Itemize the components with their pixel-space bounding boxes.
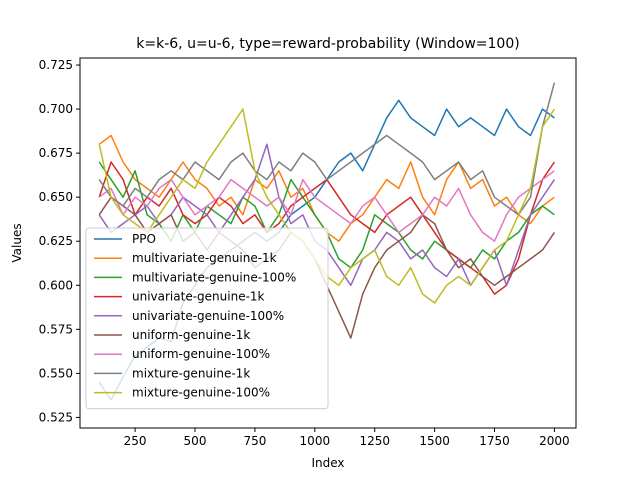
legend-label: mixture-genuine-100% bbox=[132, 386, 270, 400]
x-tick-label: 500 bbox=[184, 434, 207, 448]
legend-label: multivariate-genuine-100% bbox=[132, 270, 296, 284]
legend-label: uniform-genuine-1k bbox=[132, 328, 250, 342]
chart-title: k=k-6, u=u-6, type=reward-probability (W… bbox=[136, 36, 519, 52]
legend-label: mixture-genuine-1k bbox=[132, 366, 250, 380]
legend-label: uniform-genuine-100% bbox=[132, 347, 270, 361]
y-tick-label: 0.725 bbox=[39, 58, 73, 72]
x-axis: 250 500 750 1000 1250 1500 1750 2000 bbox=[124, 428, 570, 448]
x-tick-label: 2000 bbox=[539, 434, 570, 448]
axes-frame bbox=[79, 57, 577, 429]
y-tick-label: 0.600 bbox=[39, 278, 73, 292]
y-tick-label: 0.700 bbox=[39, 102, 73, 116]
y-tick-label: 0.525 bbox=[39, 410, 73, 424]
x-tick-label: 1750 bbox=[479, 434, 510, 448]
x-axis-label: Index bbox=[311, 456, 344, 470]
legend-label: PPO bbox=[132, 232, 156, 246]
y-tick-label: 0.550 bbox=[39, 366, 73, 380]
legend-label: univariate-genuine-100% bbox=[132, 309, 284, 323]
y-tick-label: 0.650 bbox=[39, 190, 73, 204]
x-tick-label: 1250 bbox=[359, 434, 390, 448]
x-tick-label: 1000 bbox=[300, 434, 331, 448]
legend-label: univariate-genuine-1k bbox=[132, 290, 265, 304]
legend-label: multivariate-genuine-1k bbox=[132, 251, 277, 265]
series-line-6 bbox=[98, 170, 555, 242]
series-line-7 bbox=[98, 82, 556, 216]
y-tick-label: 0.625 bbox=[39, 234, 73, 248]
x-tick-label: 1500 bbox=[419, 434, 450, 448]
y-axis-label: Values bbox=[10, 223, 24, 262]
legend-box bbox=[85, 227, 329, 410]
y-axis: 0.525 0.550 0.575 0.600 0.625 0.650 0.675 0.700… bbox=[39, 58, 80, 424]
x-tick-label: 750 bbox=[243, 434, 266, 448]
legend: PPO multivariate-genuine-1k multivariate-g… bbox=[85, 227, 329, 410]
x-tick-label: 250 bbox=[124, 434, 147, 448]
y-tick-label: 0.575 bbox=[39, 322, 73, 336]
y-tick-label: 0.675 bbox=[39, 146, 73, 160]
